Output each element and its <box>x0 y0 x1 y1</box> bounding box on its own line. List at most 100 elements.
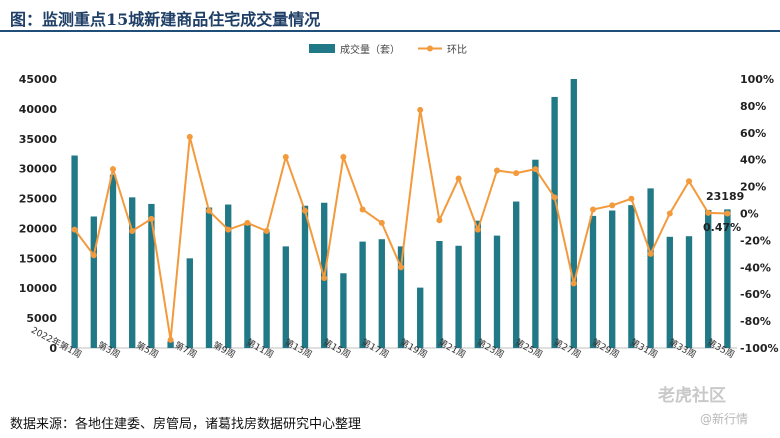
bar <box>532 159 539 348</box>
bar <box>167 341 174 348</box>
legend-line-label: 环比 <box>447 44 467 56</box>
ratio-point <box>282 154 289 161</box>
ratio-point <box>590 206 596 213</box>
ratio-point <box>110 166 116 173</box>
y-left-tick: 30000 <box>19 163 58 176</box>
bar <box>225 204 232 348</box>
ratio-point <box>551 194 558 201</box>
y-left-tick: 5000 <box>26 312 57 325</box>
bar <box>724 209 731 348</box>
bar <box>263 231 270 348</box>
ratio-point <box>71 226 78 233</box>
ratio-line <box>71 106 731 343</box>
ratio-point <box>647 250 654 257</box>
bar <box>513 201 520 348</box>
ratio-point <box>705 209 712 216</box>
ratio-point <box>225 226 232 233</box>
bar <box>705 209 712 348</box>
ratio-point <box>263 227 270 234</box>
ratio-point <box>129 227 136 234</box>
bar <box>71 155 78 348</box>
y-left-tick: 25000 <box>19 193 58 206</box>
bar <box>493 235 501 348</box>
x-axis-label: 第7周 <box>172 339 199 361</box>
data-source: 数据来源：各地住建委、房管局，诸葛找房数据研究中心整理 <box>10 417 362 432</box>
y-right-tick: -60% <box>740 288 771 301</box>
bar <box>570 79 577 348</box>
ratio-point <box>206 207 212 214</box>
y-left-tick: 40000 <box>19 103 58 116</box>
watermark-handle: @新行情 <box>700 412 749 426</box>
bar <box>340 273 347 348</box>
ratio-point <box>436 217 443 224</box>
y-left-tick: 15000 <box>19 252 58 265</box>
y-left-tick: 35000 <box>19 133 58 146</box>
ratio-point <box>417 106 424 113</box>
legend-bar-swatch <box>309 44 335 53</box>
bar <box>436 240 443 348</box>
ratio-point <box>532 166 539 173</box>
chart: 成交量（套） 环比 0 5000 10000 15000 20000 25000 30000… <box>19 43 779 361</box>
ratio-point <box>570 280 577 287</box>
bar <box>647 188 654 348</box>
y-right-tick: 100% <box>740 73 774 86</box>
bar <box>282 246 289 348</box>
bar <box>628 205 635 348</box>
y-left-tick: 20000 <box>19 222 58 235</box>
bar <box>551 96 558 348</box>
bar <box>378 239 385 348</box>
bar <box>205 207 213 348</box>
ratio-point <box>378 219 385 226</box>
bar <box>397 246 405 348</box>
ratio-point <box>167 336 174 343</box>
ratio-point <box>302 207 308 214</box>
ratio-point <box>359 206 366 213</box>
y-left-tick: 45000 <box>19 73 58 86</box>
ratio-point <box>628 195 635 202</box>
bar <box>109 174 117 348</box>
y-right-tick: -40% <box>740 261 771 274</box>
y-left-tick: 10000 <box>19 282 58 295</box>
annotation-last-volume: 23189 <box>706 190 744 203</box>
axes: 0 5000 10000 15000 20000 25000 30000 35000 40000… <box>19 73 779 355</box>
bar <box>186 258 193 348</box>
ratio-point <box>494 167 500 174</box>
ratio-point <box>186 133 193 140</box>
y-right-tick: 20% <box>740 181 766 194</box>
annotation-last-ratio: 0.47% <box>703 221 741 234</box>
ratio-point <box>90 252 97 259</box>
ratio-point <box>686 178 692 185</box>
y-right-tick: 40% <box>740 154 766 167</box>
y-right-tick: -80% <box>740 315 771 328</box>
y-left-tick: 0 <box>49 342 57 355</box>
bar <box>129 197 136 348</box>
bar <box>474 220 481 348</box>
legend: 成交量（套） 环比 <box>309 43 467 56</box>
annotations: 23189 0.47% <box>703 190 744 234</box>
bar <box>244 222 251 348</box>
y-right-tick: -20% <box>740 234 771 247</box>
legend-line-marker <box>427 45 433 52</box>
bar <box>359 241 366 348</box>
bar <box>609 210 616 348</box>
watermark-logo: 老虎社区 <box>658 386 726 406</box>
bars <box>71 79 731 348</box>
x-axis-label: 第5周 <box>134 339 161 361</box>
ratio-point <box>474 226 481 233</box>
ratio-point <box>398 264 404 271</box>
bar <box>148 203 155 348</box>
y-right-tick: 0% <box>740 208 759 221</box>
ratio-point <box>666 210 673 217</box>
ratio-point <box>513 170 520 177</box>
bar <box>417 287 424 348</box>
title-divider <box>0 30 780 32</box>
legend-bar-label: 成交量（套） <box>340 43 400 56</box>
y-right-tick: 60% <box>740 127 766 140</box>
bar <box>666 236 673 348</box>
chart-title: 图：监测重点15城新建商品住宅成交量情况 <box>10 10 321 29</box>
bar <box>685 236 693 348</box>
ratio-point <box>724 210 731 217</box>
bar <box>90 216 97 348</box>
bar <box>455 245 462 348</box>
y-right-tick: -100% <box>740 342 779 355</box>
